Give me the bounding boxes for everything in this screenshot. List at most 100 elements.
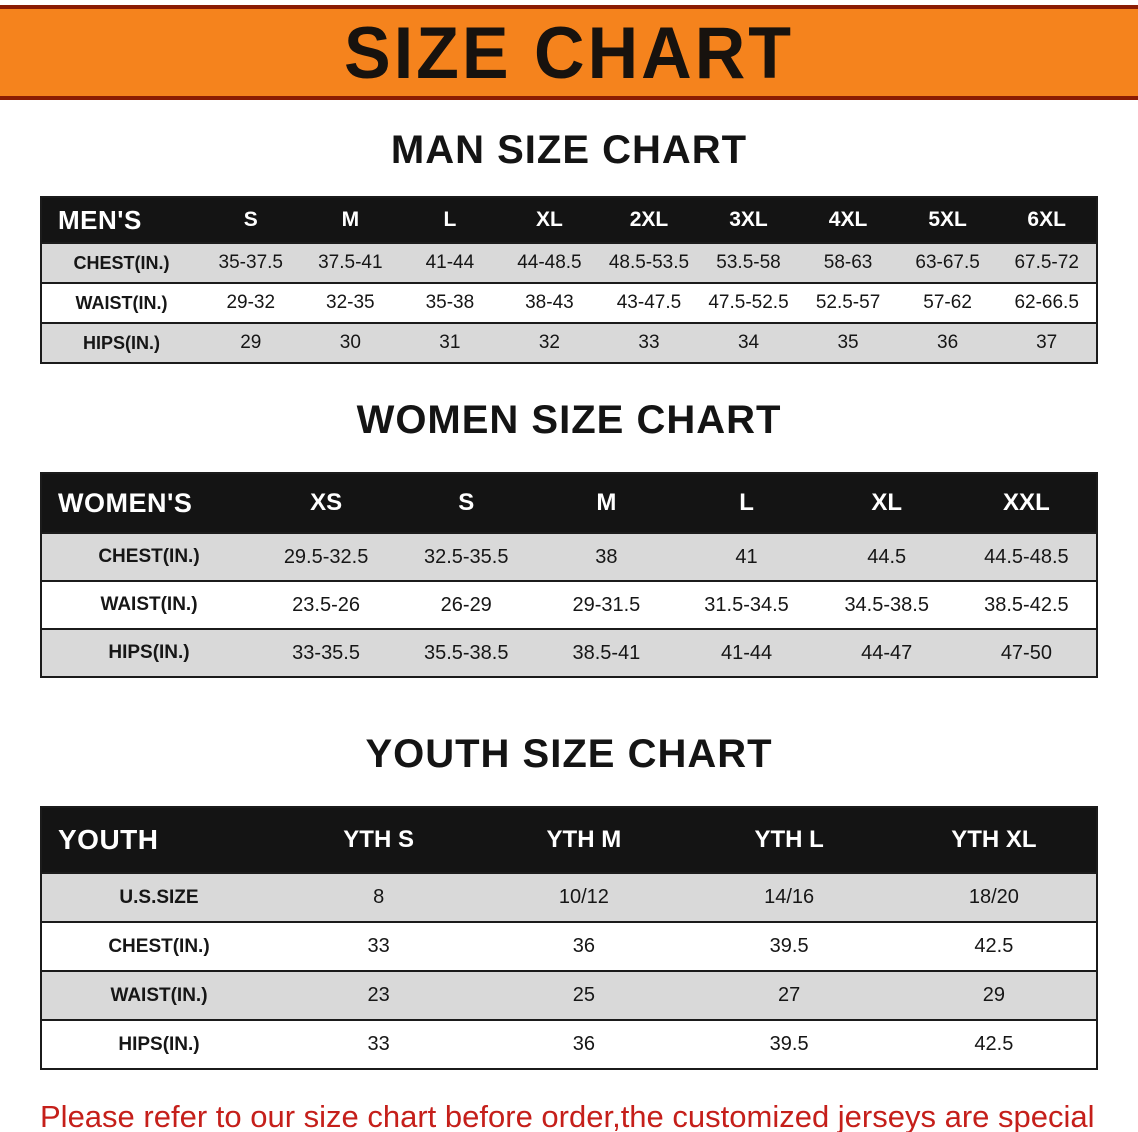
size-column-header: M (536, 473, 677, 533)
size-cell: 47.5-52.5 (708, 292, 789, 313)
row-label: HIPS(IN.) (108, 642, 190, 663)
men-size-table: MEN'S S M L XL 2XL 3XL 4XL 5XL 6XL CHEST… (40, 196, 1098, 364)
size-cell: 44.5 (867, 545, 907, 568)
size-cell: 31 (439, 332, 461, 353)
youth-ussize-row: U.S.SIZE 8 10/12 14/16 18/20 (41, 873, 1097, 922)
size-cell: 26-29 (440, 593, 492, 616)
size-cell: 18/20 (968, 886, 1019, 908)
size-cell: 38-43 (525, 292, 574, 313)
size-cell: 30 (339, 332, 361, 353)
size-cell: 33-35.5 (292, 641, 360, 664)
row-label: HIPS(IN.) (118, 1033, 200, 1055)
size-cell: 32.5-35.5 (423, 545, 509, 568)
size-cell: 52.5-57 (815, 292, 881, 313)
size-cell: 36 (937, 332, 959, 353)
women-size-table: WOMEN'S XS S M L XL XXL CHEST(IN.) 29.5-… (40, 472, 1098, 678)
size-column-header: YTH L (686, 807, 892, 873)
men-hips-row: HIPS(IN.) 29 30 31 32 33 34 35 36 37 (41, 323, 1097, 363)
size-column-header: XXL (956, 473, 1097, 533)
women-waist-row: WAIST(IN.) 23.5-26 26-29 29-31.5 31.5-34… (41, 581, 1097, 629)
size-cell: 34 (737, 332, 760, 353)
size-column-header: 6XL (997, 197, 1097, 243)
size-cell: 33 (367, 935, 390, 957)
size-column-header: XL (816, 473, 957, 533)
size-cell: 42.5 (974, 935, 1014, 957)
size-cell: 8 (373, 886, 385, 908)
banner: SIZE CHART (0, 5, 1138, 100)
size-cell: 10/12 (558, 886, 609, 908)
size-cell: 47-50 (1000, 641, 1052, 664)
row-label: WAIST(IN.) (110, 984, 208, 1006)
size-column-header: XL (499, 197, 600, 243)
row-label: CHEST(IN.) (108, 935, 210, 957)
size-cell: 38.5-42.5 (984, 593, 1069, 616)
size-cell: 35-37.5 (218, 252, 283, 273)
size-column-header: S (201, 197, 301, 243)
size-cell: 67.5-72 (1014, 252, 1079, 273)
size-cell: 62-66.5 (1014, 292, 1079, 313)
size-cell: 36 (572, 935, 595, 957)
size-cell: 32-35 (326, 292, 375, 313)
size-cell: 44-48.5 (517, 252, 582, 273)
row-label: CHEST(IN.) (73, 252, 170, 273)
size-cell: 23.5-26 (292, 593, 360, 616)
women-chest-row: CHEST(IN.) 29.5-32.5 32.5-35.5 38 41 44.… (41, 533, 1097, 581)
size-cell: 58-63 (823, 252, 873, 273)
row-label: HIPS(IN.) (82, 332, 160, 353)
page-title: SIZE CHART (344, 11, 794, 94)
women-hips-row: HIPS(IN.) 33-35.5 35.5-38.5 38.5-41 41-4… (41, 629, 1097, 677)
size-cell: 38.5-41 (572, 641, 641, 664)
size-column-header: 4XL (798, 197, 898, 243)
women-table-corner-label: WOMEN'S (41, 473, 256, 533)
size-column-header: M (300, 197, 401, 243)
men-chest-row: CHEST(IN.) 35-37.5 37.5-41 41-44 44-48.5… (41, 243, 1097, 283)
youth-waist-row: WAIST(IN.) 23 25 27 29 (41, 971, 1097, 1020)
size-column-header: 5XL (897, 197, 998, 243)
men-section-heading: MAN SIZE CHART (390, 128, 748, 172)
size-column-header: 3XL (698, 197, 799, 243)
row-label: CHEST(IN.) (98, 546, 200, 567)
size-cell: 31.5-34.5 (704, 593, 789, 616)
size-column-header: 2XL (599, 197, 699, 243)
size-cell: 41 (735, 545, 758, 568)
size-cell: 41-44 (425, 252, 475, 273)
size-cell: 32 (538, 332, 560, 353)
row-label: WAIST(IN.) (100, 594, 198, 615)
size-cell: 35.5-38.5 (423, 641, 509, 664)
size-cell: 23 (367, 984, 390, 1006)
women-section-heading: WOMEN SIZE CHART (356, 398, 782, 442)
size-cell: 14/16 (764, 886, 815, 908)
size-column-header: L (676, 473, 817, 533)
size-cell: 63-67.5 (915, 252, 980, 273)
size-cell: 53.5-58 (716, 252, 781, 273)
size-column-header: XS (256, 473, 397, 533)
size-cell: 37.5-41 (318, 252, 383, 273)
size-column-header: YTH XL (891, 807, 1097, 873)
size-cell: 29-31.5 (572, 593, 641, 616)
size-cell: 37 (1036, 332, 1058, 353)
size-cell: 38 (595, 545, 618, 568)
size-column-header: L (400, 197, 500, 243)
row-label: WAIST(IN.) (75, 292, 168, 313)
size-cell: 44.5-48.5 (984, 545, 1069, 568)
men-table-corner-label: MEN'S (41, 197, 201, 243)
size-cell: 42.5 (974, 1033, 1014, 1055)
size-cell: 33 (638, 332, 660, 353)
size-cell: 27 (778, 984, 801, 1006)
size-cell: 41-44 (720, 641, 773, 664)
youth-header-row: YOUTH YTH S YTH M YTH L YTH XL (41, 807, 1097, 873)
size-cell: 35-38 (425, 292, 475, 313)
size-cell: 44-47 (861, 641, 913, 664)
men-header-row: MEN'S S M L XL 2XL 3XL 4XL 5XL 6XL (41, 197, 1097, 243)
size-column-header: S (396, 473, 537, 533)
size-cell: 29 (982, 984, 1005, 1006)
size-cell: 29 (240, 332, 262, 353)
size-cell: 36 (572, 1033, 595, 1055)
size-cell: 39.5 (769, 935, 809, 957)
youth-chest-row: CHEST(IN.) 33 36 39.5 42.5 (41, 922, 1097, 971)
size-cell: 25 (572, 984, 595, 1006)
youth-section-heading: YOUTH SIZE CHART (365, 732, 773, 776)
footer-notice: Please refer to our size chart before or… (40, 1096, 1118, 1132)
size-cell: 33 (367, 1033, 390, 1055)
